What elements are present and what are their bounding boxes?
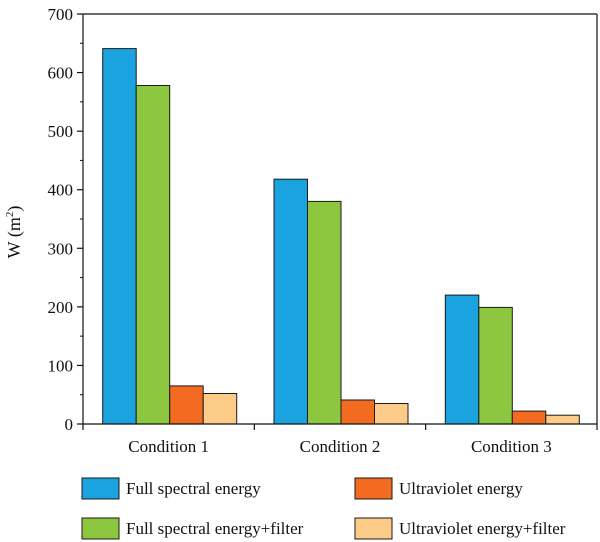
bar-1-2 bbox=[273, 178, 308, 425]
bar-4-2 bbox=[374, 403, 409, 425]
y-tick-label: 400 bbox=[48, 181, 74, 200]
legend: Full spectral energy Full spectral energy… bbox=[81, 477, 566, 540]
legend-swatch-3 bbox=[354, 477, 393, 500]
bar-2-2 bbox=[307, 200, 342, 425]
bar-1-1 bbox=[102, 48, 137, 425]
y-axis-label: W (m2) bbox=[4, 206, 25, 259]
bar-1-3 bbox=[444, 294, 480, 425]
y-tick-label: 600 bbox=[48, 64, 74, 83]
y-tick-label: 500 bbox=[48, 122, 74, 141]
y-tick-label: 700 bbox=[48, 5, 74, 24]
bar-2-1 bbox=[135, 85, 171, 425]
bar-4-3 bbox=[545, 414, 580, 425]
y-tick-label: 200 bbox=[48, 298, 74, 317]
bar-3-1 bbox=[169, 385, 204, 425]
legend-label-2: Full spectral energy+filter bbox=[126, 519, 304, 538]
bar-3-3 bbox=[511, 410, 547, 425]
x-tick-label: Condition 3 bbox=[471, 437, 552, 456]
bar-2-3 bbox=[478, 306, 513, 425]
x-tick-label: Condition 2 bbox=[300, 437, 381, 456]
legend-label-4: Ultraviolet energy+filter bbox=[399, 519, 566, 538]
legend-label-1: Full spectral energy bbox=[126, 479, 261, 498]
legend-label-3: Ultraviolet energy bbox=[399, 479, 523, 498]
y-tick-label: 100 bbox=[48, 356, 74, 375]
bar-3-2 bbox=[340, 399, 375, 425]
x-tick-label: Condition 1 bbox=[128, 437, 209, 456]
y-tick-label: 0 bbox=[65, 415, 74, 434]
y-tick-label: 300 bbox=[48, 239, 74, 258]
legend-swatch-2 bbox=[81, 517, 120, 540]
plot-area: 0 100 200 300 400 500 600 700 Condition 1 Conditi… bbox=[48, 5, 598, 456]
bar-4-1 bbox=[202, 393, 238, 425]
legend-swatch-4 bbox=[354, 517, 393, 540]
legend-swatch-1 bbox=[81, 477, 120, 500]
